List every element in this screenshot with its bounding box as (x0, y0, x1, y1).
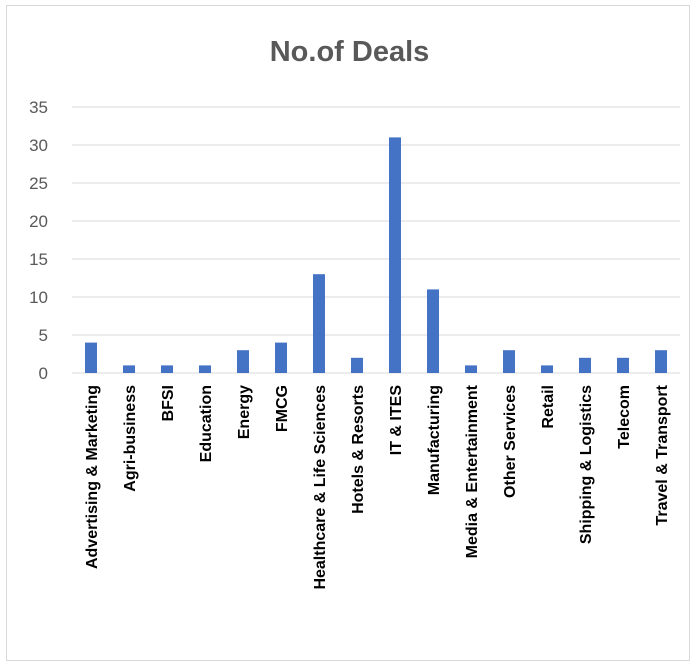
category-label: Other Services (502, 385, 519, 498)
y-tick-label: 5 (39, 326, 48, 345)
bar (389, 137, 401, 373)
bar (541, 365, 553, 373)
bar (313, 274, 325, 373)
chart-title: No.of Deals (269, 36, 430, 68)
chart-frame (6, 5, 690, 661)
bar (579, 357, 591, 373)
y-tick-label: 15 (29, 250, 48, 269)
bar (161, 365, 173, 373)
category-label: Media & Entertainment (464, 384, 481, 558)
category-label: IT & ITES (388, 385, 405, 456)
category-label: Travel & Transport (654, 384, 671, 525)
y-tick-label: 25 (29, 174, 48, 193)
y-tick-label: 0 (39, 364, 48, 383)
category-label: Agri-business (122, 385, 139, 492)
bar (199, 365, 211, 373)
y-tick-label: 20 (29, 212, 48, 231)
category-label: Shipping & Logistics (578, 385, 595, 544)
category-label: Education (198, 385, 215, 462)
y-tick-label: 35 (29, 98, 48, 117)
bar (427, 289, 439, 373)
category-label: Advertising & Marketing (84, 385, 101, 569)
bar (275, 342, 287, 373)
bar (351, 357, 363, 373)
category-label: BFSI (160, 385, 177, 421)
bar (617, 357, 629, 373)
bar (237, 350, 249, 373)
bar (123, 365, 135, 373)
bar (655, 350, 667, 373)
category-label: Retail (540, 385, 557, 429)
category-label: FMCG (274, 385, 291, 432)
bar (85, 342, 97, 373)
category-label: Hotels & Resorts (350, 385, 367, 514)
bar (465, 365, 477, 373)
category-label: Healthcare & Life Sciences (312, 385, 329, 590)
bar (503, 350, 515, 373)
category-label: Energy (236, 385, 253, 439)
category-label: Telecom (616, 385, 633, 449)
y-tick-label: 30 (29, 136, 48, 155)
y-tick-label: 10 (29, 288, 48, 307)
category-label: Manufacturing (426, 385, 443, 495)
